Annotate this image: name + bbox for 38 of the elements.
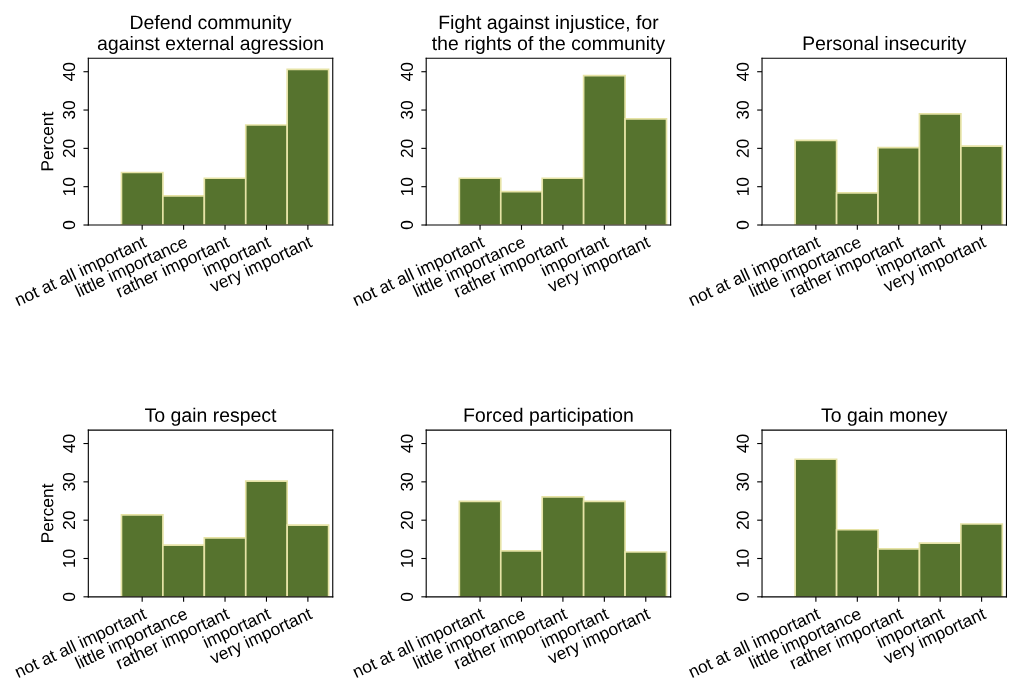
y-axis-title: Percent [41,483,54,542]
y-tick-label: 30 [62,101,76,120]
y-tick-label: 10 [400,177,414,196]
y-tick-label: 40 [400,62,414,81]
y-tick-label: 40 [400,434,414,453]
y-tick-label: 30 [62,472,76,491]
y-tick-label: 0 [400,592,414,601]
y-tick-label: 20 [400,139,414,158]
y-tick-label: 10 [62,549,76,567]
y-tick-label: 10 [400,549,414,567]
y-axis-title: Percent [41,111,54,171]
y-tick-label: 10 [62,177,76,196]
y-tick-label: 30 [400,101,414,120]
y-tick-label: 20 [62,139,76,158]
chart-title: Defend community against external agression [97,14,323,55]
chart-title: Personal insecurity [803,35,967,55]
y-tick-label: 40 [736,434,749,453]
y-tick-label: 0 [400,220,414,230]
y-tick-label: 30 [400,472,414,491]
y-tick-label: 20 [736,511,749,529]
y-tick-label: 20 [400,511,414,529]
y-tick-label: 40 [62,62,76,81]
y-tick-label: 0 [62,592,76,601]
y-tick-label: 20 [736,139,749,158]
y-tick-label: 0 [62,220,76,230]
y-tick-label: 40 [62,434,76,453]
y-tick-label: 30 [736,472,749,491]
y-tick-label: 30 [736,101,749,120]
y-tick-label: 10 [736,177,749,196]
chart-title: To gain money [821,407,948,426]
chart-title: Forced participation [464,407,633,426]
y-tick-label: 0 [736,220,749,230]
y-tick-label: 0 [736,592,749,601]
y-tick-label: 40 [736,62,749,81]
y-tick-label: 10 [736,549,749,567]
chart-title: Fight against injustice, for the rights of the community [432,14,666,55]
y-tick-label: 20 [62,511,76,529]
chart-title: To gain respect [145,407,277,426]
